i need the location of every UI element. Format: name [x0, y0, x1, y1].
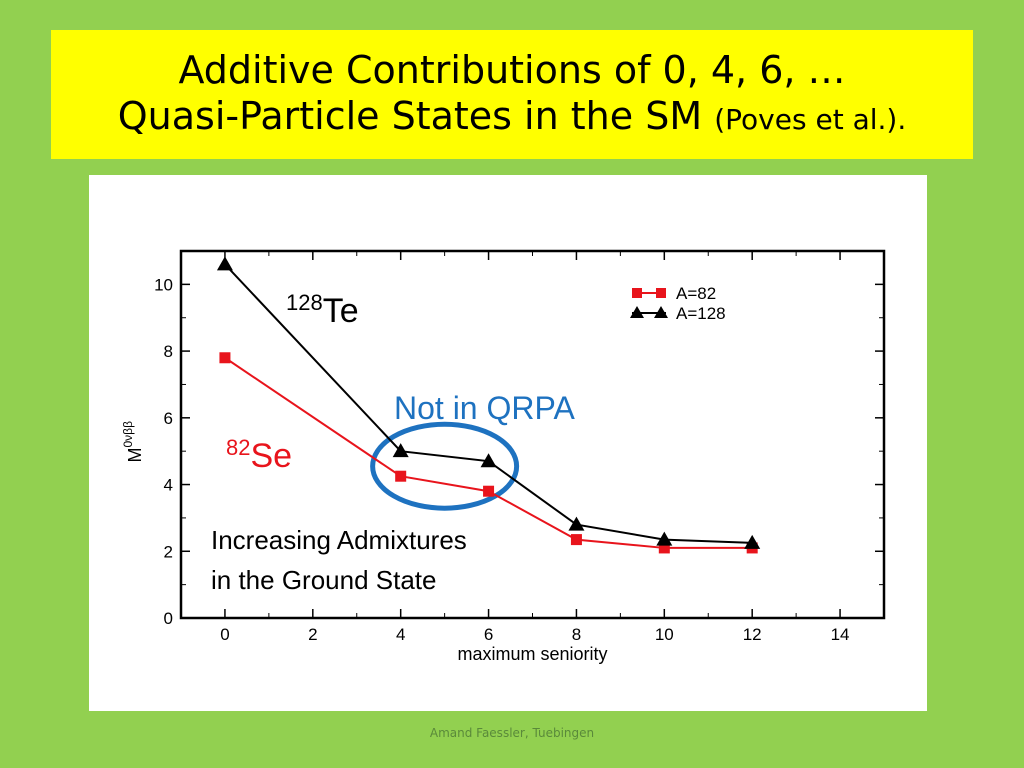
legend-label-1: A=82	[676, 284, 716, 303]
chart-panel: 0 2 4 6 8 10 12 14 0 2 4 6 8 10 maximum seniority M0νββ…	[89, 175, 927, 711]
slide-title: Additive Contributions of 0, 4, 6, … Qua…	[51, 30, 973, 159]
title-line-2-main: Quasi-Particle States in the SM	[117, 93, 703, 138]
x-tick-label: 6	[484, 625, 493, 644]
annotation-not-in-qrpa: Not in QRPA	[394, 390, 575, 426]
x-tick-label: 8	[572, 625, 581, 644]
x-tick-label: 0	[220, 625, 229, 644]
x-tick-label: 14	[831, 625, 850, 644]
footer-credit: Amand Faessler, Tuebingen	[429, 726, 595, 740]
data-point-a128	[216, 256, 233, 271]
annotation-se: 82Se	[226, 435, 292, 475]
title-line-2-citation: (Poves et al.).	[714, 102, 907, 136]
legend-marker-a128	[630, 306, 644, 318]
y-tick-label: 2	[164, 542, 173, 561]
x-tick-label: 4	[396, 625, 405, 644]
x-axis-label: maximum seniority	[457, 644, 607, 664]
annotation-te: 128Te	[286, 290, 359, 330]
data-point-a128	[744, 534, 761, 549]
data-point-a82	[658, 542, 670, 554]
title-line-2: Quasi-Particle States in the SM (Poves e…	[118, 93, 906, 143]
data-point-a128	[568, 516, 585, 531]
x-tick-label: 12	[743, 625, 762, 644]
data-point-a82	[570, 534, 582, 546]
legend-label-2: A=128	[676, 304, 726, 323]
data-point-a82	[395, 470, 407, 482]
qrpa-highlight-ellipse	[370, 421, 520, 511]
series-line-1	[224, 356, 753, 549]
title-line-1: Additive Contributions of 0, 4, 6, …	[178, 47, 846, 92]
y-tick-label: 6	[164, 409, 173, 428]
chart-svg: 0 2 4 6 8 10 12 14 0 2 4 6 8 10 maximum seniority M0νββ…	[121, 249, 886, 664]
data-point-a128	[480, 453, 497, 468]
annotation-admixtures-line2: in the Ground State	[211, 565, 436, 595]
legend-marker-a128	[654, 306, 668, 318]
y-tick-label: 4	[164, 476, 173, 495]
data-point-a82	[219, 352, 231, 364]
y-axis-label: M0νββ	[121, 421, 145, 463]
annotation-admixtures-line1: Increasing Admixtures	[211, 525, 467, 555]
series-line-2	[224, 263, 753, 544]
data-point-a128	[392, 443, 409, 458]
legend-marker-a82	[656, 288, 666, 298]
y-tick-label: 0	[164, 609, 173, 628]
data-point-a82	[483, 485, 495, 497]
y-tick-label: 10	[154, 275, 173, 294]
x-tick-label: 2	[308, 625, 317, 644]
y-tick-label: 8	[164, 342, 173, 361]
x-tick-label: 10	[655, 625, 674, 644]
data-point-a128	[656, 531, 673, 546]
legend-marker-a82	[632, 288, 642, 298]
